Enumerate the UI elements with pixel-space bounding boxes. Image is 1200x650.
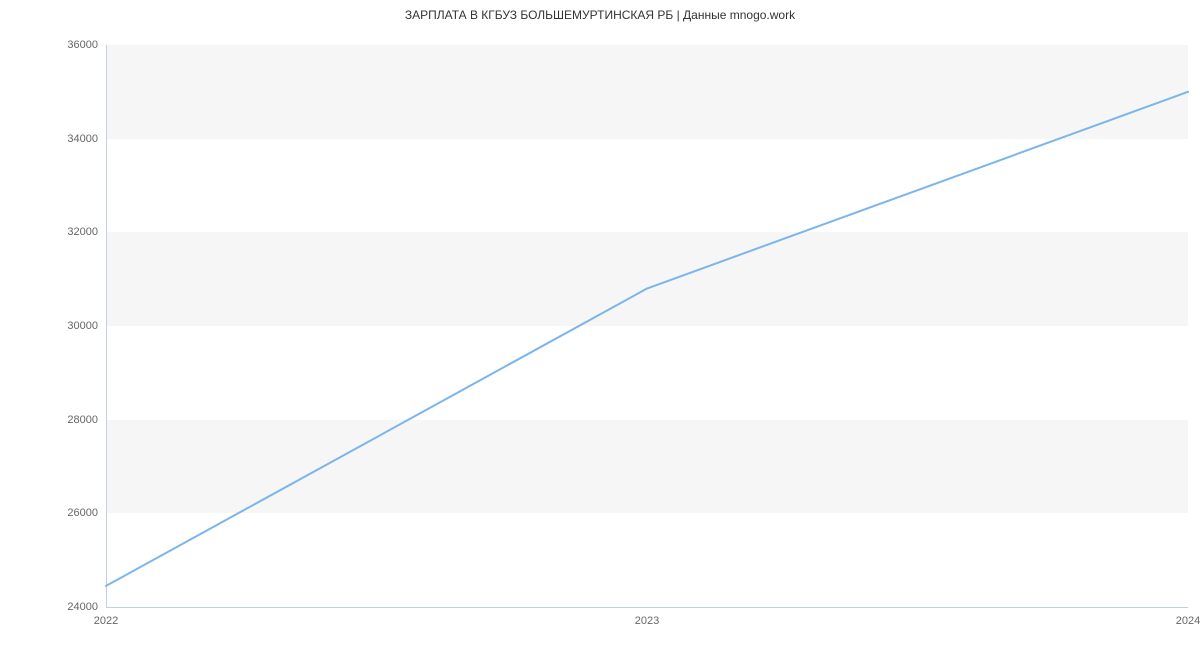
x-axis-line [106, 607, 1188, 608]
series-line [106, 92, 1188, 586]
y-tick-label: 34000 [67, 133, 98, 145]
y-tick-label: 26000 [67, 507, 98, 519]
y-tick-label: 36000 [67, 39, 98, 51]
x-tick-label: 2024 [1176, 615, 1200, 627]
chart-title: ЗАРПЛАТА В КГБУЗ БОЛЬШЕМУРТИНСКАЯ РБ | Д… [0, 8, 1200, 22]
y-tick-label: 28000 [67, 414, 98, 426]
line-layer [106, 45, 1188, 607]
chart-container: ЗАРПЛАТА В КГБУЗ БОЛЬШЕМУРТИНСКАЯ РБ | Д… [0, 0, 1200, 650]
plot-area: 2400026000280003000032000340003600020222… [106, 45, 1188, 607]
x-tick-label: 2023 [635, 615, 659, 627]
y-tick-label: 30000 [67, 320, 98, 332]
x-tick-label: 2022 [94, 615, 118, 627]
y-tick-label: 32000 [67, 226, 98, 238]
y-tick-label: 24000 [67, 601, 98, 613]
